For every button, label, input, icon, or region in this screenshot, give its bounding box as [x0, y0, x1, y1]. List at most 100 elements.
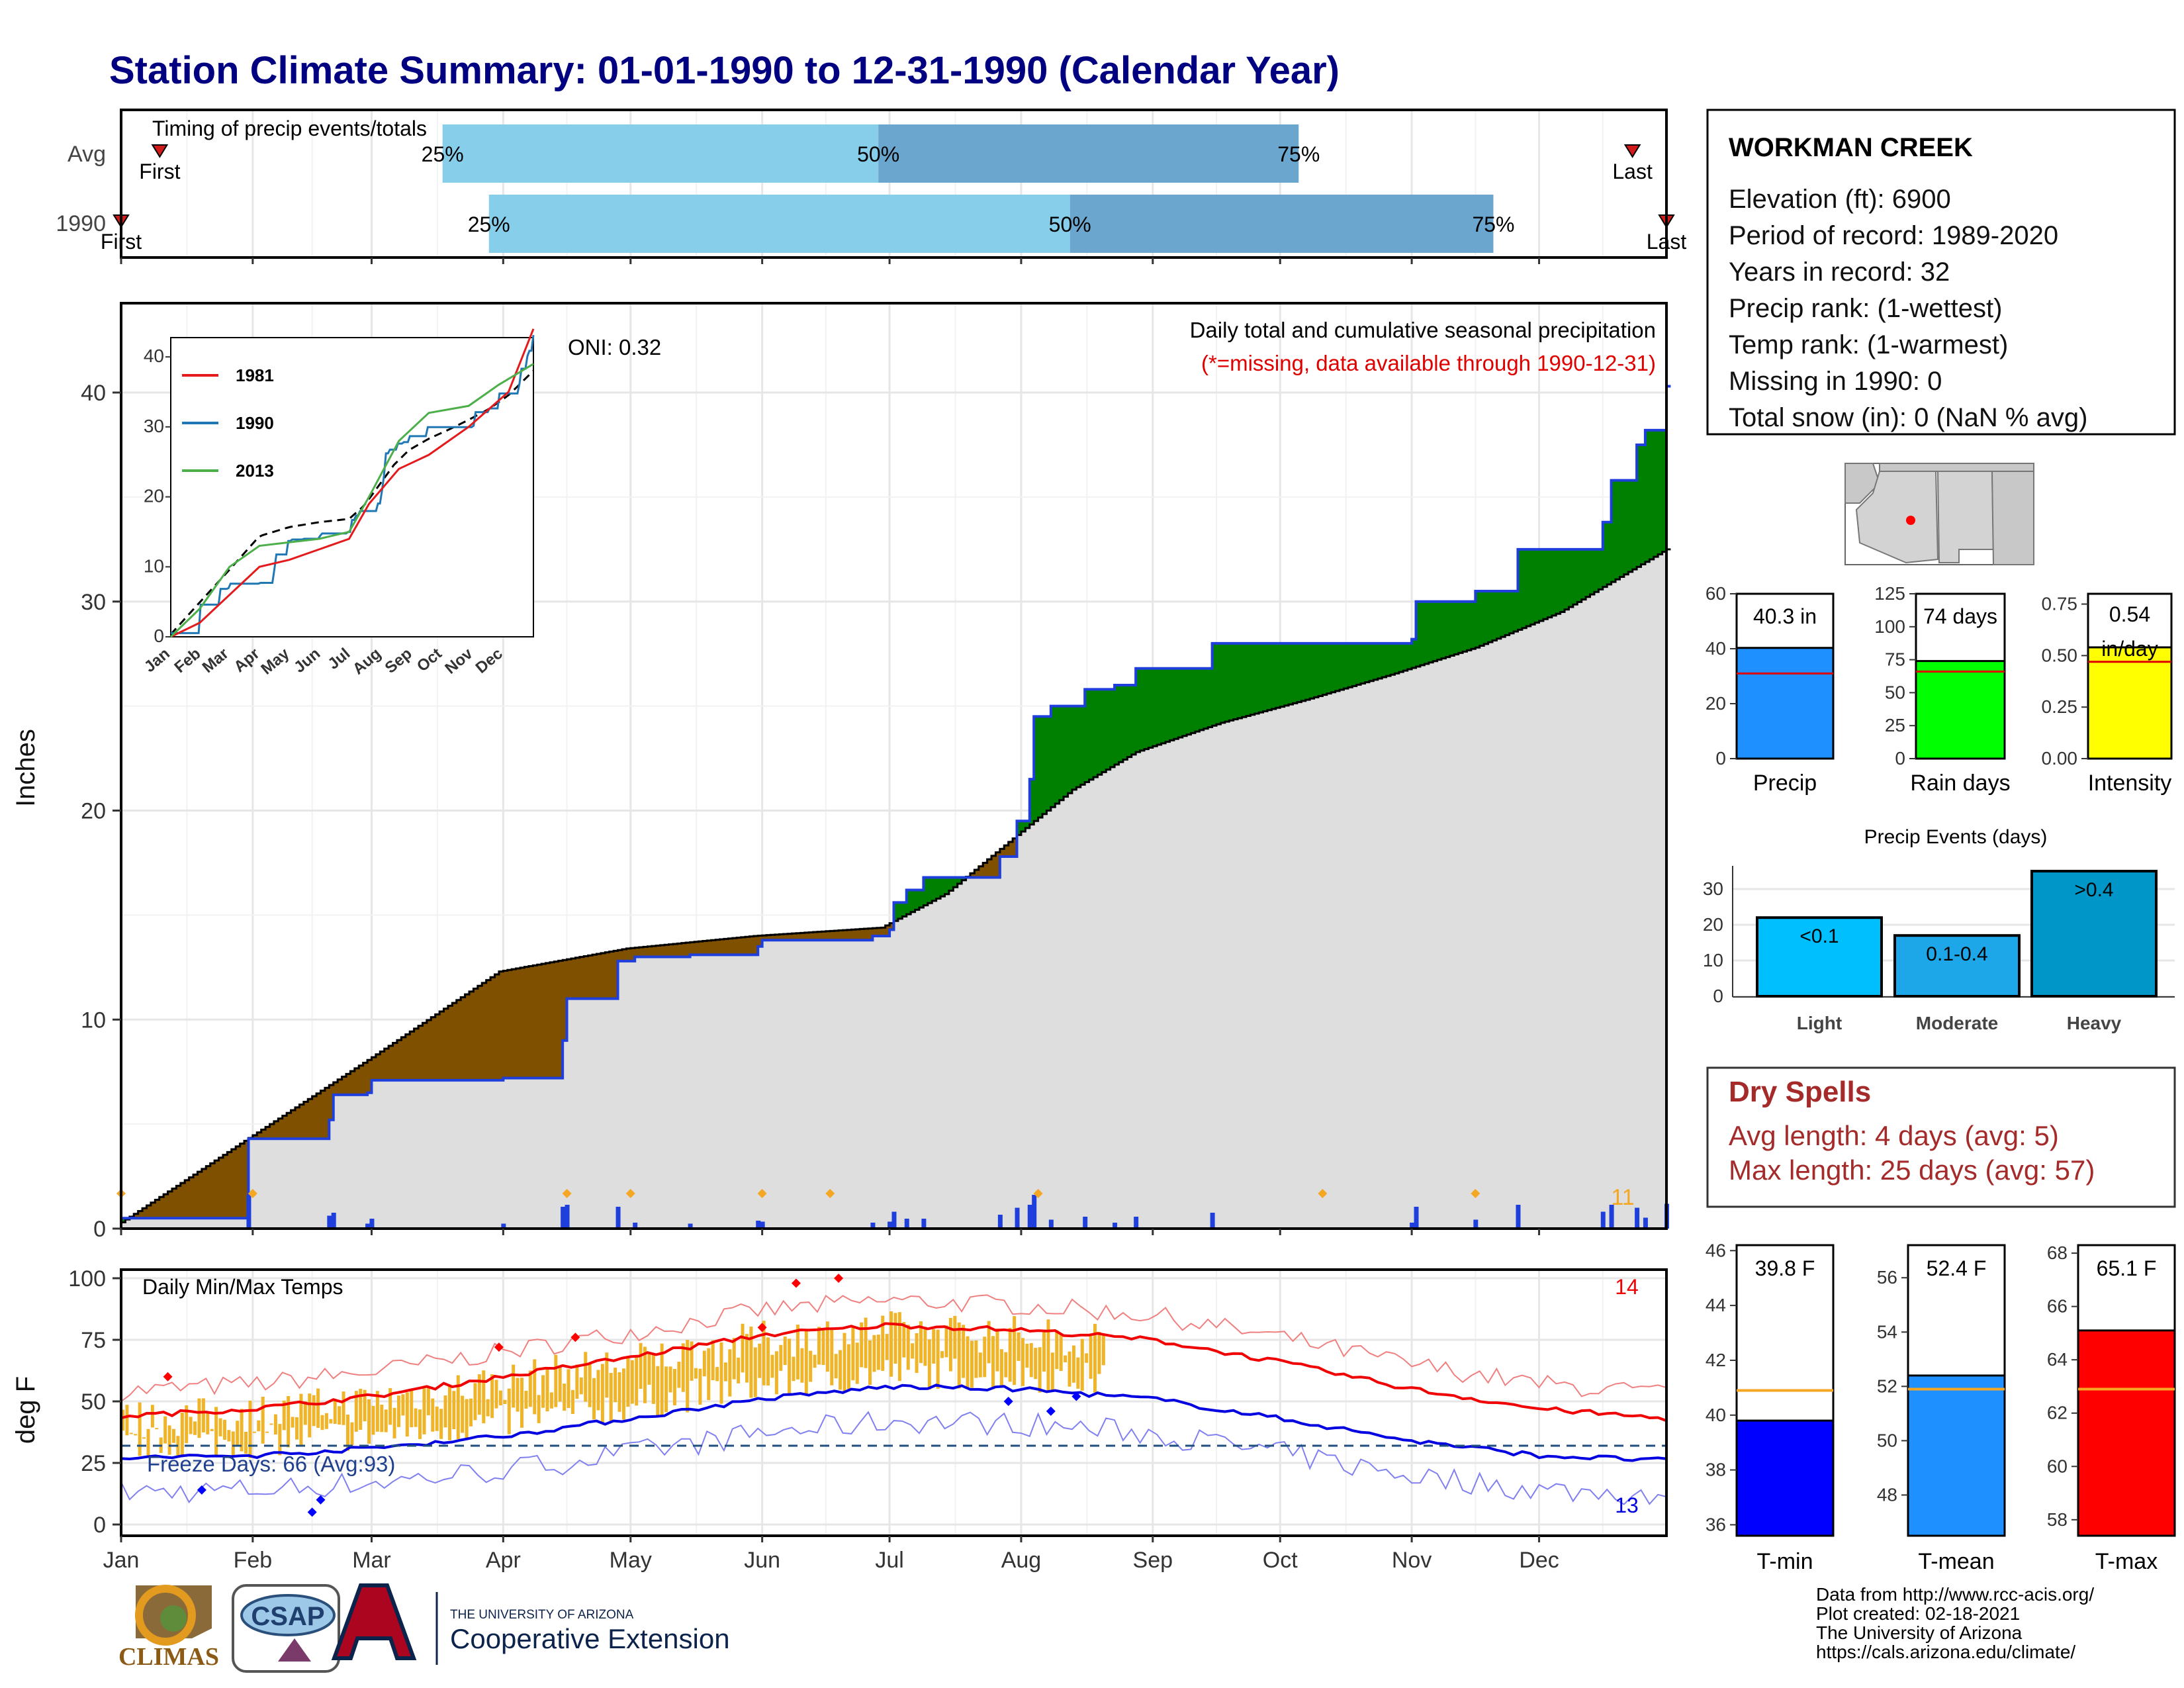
daily-temp-bar	[923, 1327, 927, 1366]
deficit-fill	[189, 1177, 194, 1219]
deficit-fill	[995, 852, 1001, 878]
surplus-fill	[948, 877, 954, 891]
temp-bar-y-tick: 58	[2047, 1509, 2068, 1530]
record-high-marker	[163, 1372, 173, 1382]
daily-temp-bar	[308, 1393, 312, 1438]
ua-extension-text: Cooperative Extension	[450, 1623, 730, 1654]
month-tick-label-jun: Jun	[744, 1548, 780, 1573]
temp-bar-y-tick: 54	[1877, 1321, 1897, 1342]
daily-temp-bar	[728, 1349, 732, 1397]
deficit-fill	[218, 1157, 224, 1219]
daily-temp-bar	[881, 1315, 885, 1371]
surplus-fill	[1424, 601, 1430, 664]
surplus-fill	[1475, 590, 1480, 648]
daily-temp-bar	[142, 1437, 146, 1439]
daily-temp-bar	[537, 1395, 541, 1423]
daily-temp-bar	[528, 1370, 532, 1407]
deficit-fill	[715, 939, 721, 955]
station-info-line-6: Missing in 1990: 0	[1729, 367, 1942, 396]
deficit-fill	[788, 933, 793, 941]
surplus-fill	[1233, 643, 1238, 720]
deficit-fill	[643, 947, 649, 957]
deficit-fill	[528, 966, 533, 1078]
daily-temp-bar	[762, 1321, 766, 1385]
deficit-fill	[621, 949, 627, 961]
surplus-fill	[1458, 601, 1463, 653]
daily-temp-bar	[134, 1434, 138, 1436]
daily-precip-bar	[760, 1221, 765, 1229]
precip-y-tick-label: 10	[81, 1008, 106, 1033]
surplus-fill	[1029, 779, 1034, 825]
deficit-fill	[206, 1166, 211, 1219]
deficit-fill	[461, 997, 466, 1080]
deficit-fill	[380, 1051, 385, 1080]
daily-temp-bar	[588, 1364, 592, 1407]
surplus-fill	[1496, 590, 1502, 639]
daily-temp-bar	[987, 1321, 991, 1364]
csap-mountain-icon	[278, 1638, 311, 1662]
daily-temp-bar	[512, 1364, 516, 1408]
daily-temp-bar	[957, 1322, 961, 1389]
deficit-fill	[214, 1160, 220, 1219]
surplus-fill	[1543, 549, 1548, 620]
daily-precip-bar	[1635, 1207, 1640, 1229]
temp-y-tick-label: 50	[81, 1389, 106, 1415]
daily-temp-bar	[426, 1387, 430, 1416]
deficit-fill	[656, 945, 661, 957]
daily-temp-bar	[316, 1388, 320, 1428]
deficit-fill	[469, 991, 475, 1080]
surplus-fill	[1118, 685, 1124, 763]
surplus-fill	[1224, 643, 1230, 722]
surplus-fill	[893, 902, 899, 921]
month-tick-label-dec: Dec	[1519, 1548, 1559, 1573]
month-tick-label-oct: Oct	[1263, 1548, 1298, 1573]
mini-bar-label: Rain days	[1910, 771, 2010, 796]
temperature-bars: 36 38 40 42 44 46 39.8 F T-min 48 50 52 54 56 52.4 F T…	[1706, 1240, 2176, 1574]
deficit-fill	[180, 1183, 185, 1219]
daily-temp-bar	[295, 1417, 299, 1440]
surplus-fill	[1535, 549, 1540, 623]
daily-temp-bar	[651, 1353, 655, 1404]
surplus-fill	[1433, 601, 1438, 661]
inset-average-line	[169, 369, 535, 635]
surplus-fill	[1089, 689, 1094, 780]
deficit-fill	[630, 948, 635, 961]
daily-temp-bar	[664, 1366, 668, 1413]
temp-y-tick-label: 25	[81, 1451, 106, 1476]
deficit-fill	[193, 1174, 199, 1219]
deficit-fill	[350, 1071, 355, 1095]
events-bar-heavy	[2030, 870, 2158, 998]
deficit-fill	[694, 941, 700, 955]
daily-temp-bar	[1064, 1355, 1068, 1362]
surplus-fill	[1271, 643, 1277, 710]
daily-temp-bar	[927, 1339, 931, 1390]
temp-bar-y-tick: 66	[2047, 1296, 2068, 1317]
daily-precip-bar	[1027, 1205, 1032, 1229]
mini-bar-value-text: in/day	[2101, 637, 2158, 661]
surplus-fill	[1416, 601, 1421, 667]
daily-precip-bar	[369, 1219, 375, 1229]
daily-temp-bar	[380, 1404, 384, 1432]
daily-temp-bar	[549, 1392, 553, 1409]
deficit-fill	[299, 1104, 304, 1139]
daily-temp-bar	[456, 1375, 460, 1440]
temp-bar-value-text: 39.8 F	[1755, 1256, 1815, 1280]
deficit-fill	[672, 943, 678, 957]
deficit-fill	[889, 923, 895, 930]
daily-temp-bar	[723, 1362, 727, 1382]
surplus-fill	[1484, 590, 1489, 644]
daily-temp-bar	[1059, 1335, 1063, 1372]
deficit-fill	[159, 1197, 164, 1219]
surplus-fill	[927, 877, 933, 904]
map-state-west	[1844, 463, 1881, 504]
surplus-fill	[1199, 668, 1205, 730]
daily-precip-bar	[688, 1223, 693, 1229]
surplus-fill	[1420, 601, 1425, 665]
mini-bar-y-tick: 0.00	[2042, 748, 2078, 769]
map-state-arizona	[1855, 471, 1939, 564]
month-tick-label-jul: Jul	[875, 1548, 903, 1573]
surplus-fill	[1021, 821, 1026, 832]
deficit-fill	[541, 964, 547, 1078]
daily-temp-bar	[609, 1372, 613, 1421]
deficit-fill	[498, 971, 504, 1080]
